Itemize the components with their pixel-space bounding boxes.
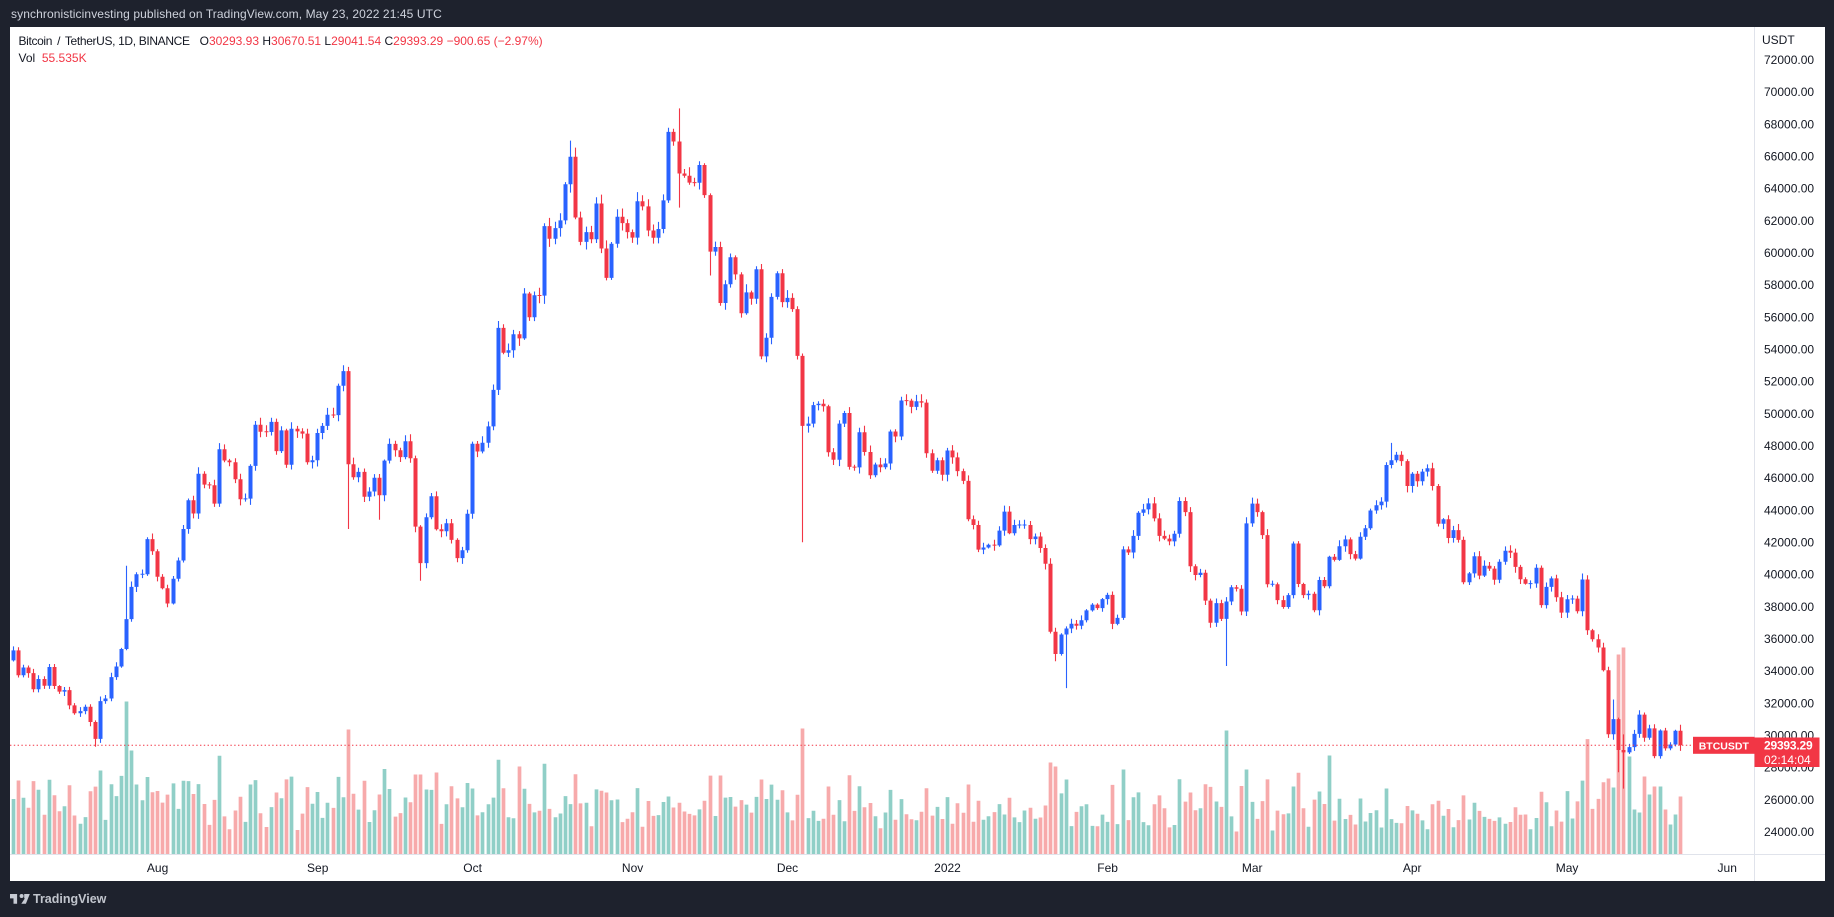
- svg-text:56000.00: 56000.00: [1764, 310, 1814, 324]
- svg-text:BTCUSDT: BTCUSDT: [1699, 740, 1750, 752]
- svg-text:32000.00: 32000.00: [1764, 696, 1814, 710]
- svg-text:46000.00: 46000.00: [1764, 471, 1814, 485]
- svg-text:66000.00: 66000.00: [1764, 150, 1814, 164]
- svg-text:36000.00: 36000.00: [1764, 632, 1814, 646]
- svg-text:Dec: Dec: [777, 861, 798, 875]
- svg-text:26000.00: 26000.00: [1764, 793, 1814, 807]
- svg-text:42000.00: 42000.00: [1764, 536, 1814, 550]
- svg-text:Feb: Feb: [1097, 861, 1118, 875]
- svg-text:2022: 2022: [934, 861, 961, 875]
- svg-text:64000.00: 64000.00: [1764, 182, 1814, 196]
- svg-text:48000.00: 48000.00: [1764, 439, 1814, 453]
- svg-text:29393.29: 29393.29: [1764, 739, 1813, 753]
- svg-text:60000.00: 60000.00: [1764, 246, 1814, 260]
- svg-text:40000.00: 40000.00: [1764, 568, 1814, 582]
- svg-text:54000.00: 54000.00: [1764, 343, 1814, 357]
- svg-text:Sep: Sep: [307, 861, 329, 875]
- svg-text:52000.00: 52000.00: [1764, 375, 1814, 389]
- svg-text:Apr: Apr: [1403, 861, 1422, 875]
- svg-text:Jun: Jun: [1718, 861, 1737, 875]
- svg-text:50000.00: 50000.00: [1764, 407, 1814, 421]
- svg-text:72000.00: 72000.00: [1764, 53, 1814, 67]
- svg-text:34000.00: 34000.00: [1764, 664, 1814, 678]
- svg-text:70000.00: 70000.00: [1764, 85, 1814, 99]
- svg-text:44000.00: 44000.00: [1764, 503, 1814, 517]
- svg-text:USDT: USDT: [1762, 33, 1795, 47]
- svg-text:Aug: Aug: [147, 861, 168, 875]
- svg-text:Mar: Mar: [1242, 861, 1263, 875]
- svg-text:58000.00: 58000.00: [1764, 278, 1814, 292]
- svg-text:02:14:04: 02:14:04: [1764, 753, 1811, 767]
- svg-text:May: May: [1556, 861, 1579, 875]
- svg-text:24000.00: 24000.00: [1764, 825, 1814, 839]
- svg-text:62000.00: 62000.00: [1764, 214, 1814, 228]
- svg-text:68000.00: 68000.00: [1764, 117, 1814, 131]
- svg-text:Oct: Oct: [463, 861, 482, 875]
- svg-text:Nov: Nov: [622, 861, 643, 875]
- svg-text:38000.00: 38000.00: [1764, 600, 1814, 614]
